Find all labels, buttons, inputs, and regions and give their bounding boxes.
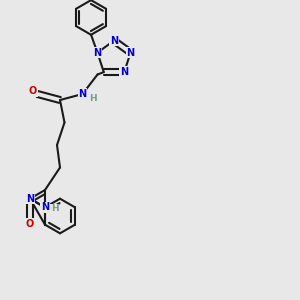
Text: N: N	[127, 48, 135, 58]
Text: N: N	[26, 194, 34, 204]
Text: N: N	[93, 48, 101, 58]
Text: N: N	[78, 89, 87, 99]
Text: O: O	[26, 219, 34, 229]
Text: N: N	[110, 36, 118, 46]
Text: O: O	[29, 86, 37, 96]
Text: N: N	[41, 202, 49, 212]
Text: N: N	[120, 67, 128, 77]
Text: H: H	[89, 94, 97, 103]
Text: H: H	[51, 204, 58, 213]
